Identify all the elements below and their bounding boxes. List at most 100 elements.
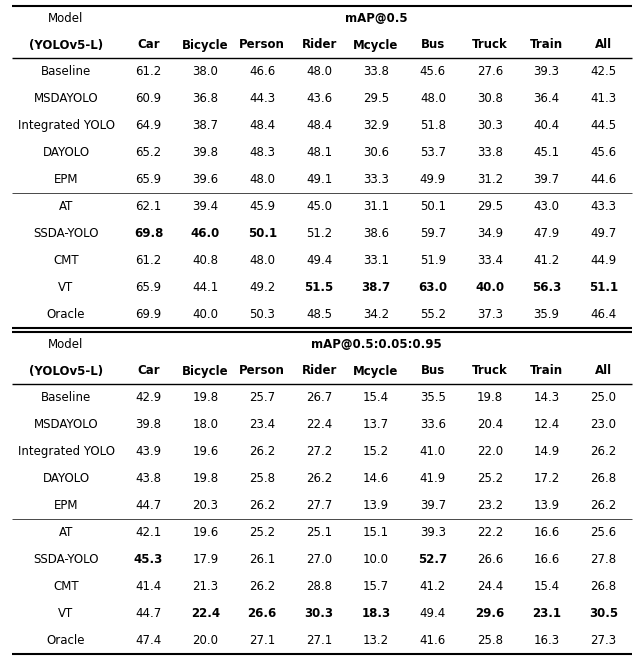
Text: 33.6: 33.6 bbox=[420, 418, 446, 431]
Text: 26.8: 26.8 bbox=[591, 580, 616, 593]
Text: 39.8: 39.8 bbox=[193, 146, 218, 159]
Text: 15.2: 15.2 bbox=[363, 445, 389, 458]
Text: Car: Car bbox=[137, 39, 160, 52]
Text: 37.3: 37.3 bbox=[477, 308, 503, 321]
Text: Truck: Truck bbox=[472, 39, 508, 52]
Text: 48.1: 48.1 bbox=[306, 146, 332, 159]
Text: 50.1: 50.1 bbox=[248, 227, 276, 240]
Text: Rider: Rider bbox=[301, 365, 337, 378]
Text: 30.3: 30.3 bbox=[477, 119, 502, 132]
Text: All: All bbox=[595, 365, 612, 378]
Text: 64.9: 64.9 bbox=[135, 119, 161, 132]
Text: 48.4: 48.4 bbox=[249, 119, 275, 132]
Text: 15.4: 15.4 bbox=[363, 391, 389, 404]
Text: 23.0: 23.0 bbox=[591, 418, 616, 431]
Text: mAP@0.5:0.05:0.95: mAP@0.5:0.05:0.95 bbox=[310, 339, 442, 351]
Text: 39.3: 39.3 bbox=[534, 65, 559, 78]
Text: Oracle: Oracle bbox=[47, 634, 85, 647]
Text: 16.6: 16.6 bbox=[534, 553, 560, 566]
Text: 33.4: 33.4 bbox=[477, 254, 503, 267]
Text: 38.7: 38.7 bbox=[193, 119, 218, 132]
Text: 25.1: 25.1 bbox=[306, 526, 332, 539]
Text: 33.1: 33.1 bbox=[363, 254, 389, 267]
Text: 41.4: 41.4 bbox=[135, 580, 161, 593]
Text: 17.9: 17.9 bbox=[192, 553, 218, 566]
Text: 36.8: 36.8 bbox=[193, 92, 218, 105]
Text: 16.6: 16.6 bbox=[534, 526, 560, 539]
Text: 23.2: 23.2 bbox=[477, 499, 503, 512]
Text: Oracle: Oracle bbox=[47, 308, 85, 321]
Text: 25.0: 25.0 bbox=[591, 391, 616, 404]
Text: 65.9: 65.9 bbox=[136, 173, 161, 186]
Text: Truck: Truck bbox=[472, 365, 508, 378]
Text: 43.0: 43.0 bbox=[534, 200, 559, 213]
Text: 18.3: 18.3 bbox=[362, 607, 390, 620]
Text: EPM: EPM bbox=[54, 173, 78, 186]
Text: 13.2: 13.2 bbox=[363, 634, 389, 647]
Text: 47.4: 47.4 bbox=[135, 634, 161, 647]
Text: 39.8: 39.8 bbox=[136, 418, 161, 431]
Text: 62.1: 62.1 bbox=[135, 200, 161, 213]
Text: DAYOLO: DAYOLO bbox=[42, 146, 90, 159]
Text: MSDAYOLO: MSDAYOLO bbox=[34, 418, 99, 431]
Text: 29.5: 29.5 bbox=[477, 200, 503, 213]
Text: 30.6: 30.6 bbox=[363, 146, 389, 159]
Text: 29.5: 29.5 bbox=[363, 92, 389, 105]
Text: 61.2: 61.2 bbox=[135, 65, 161, 78]
Text: 43.9: 43.9 bbox=[136, 445, 161, 458]
Text: 40.0: 40.0 bbox=[193, 308, 218, 321]
Text: 35.9: 35.9 bbox=[534, 308, 559, 321]
Text: 49.7: 49.7 bbox=[591, 227, 617, 240]
Text: 27.2: 27.2 bbox=[306, 445, 332, 458]
Text: 24.4: 24.4 bbox=[477, 580, 503, 593]
Text: 30.8: 30.8 bbox=[477, 92, 502, 105]
Text: VT: VT bbox=[58, 281, 74, 294]
Text: Integrated YOLO: Integrated YOLO bbox=[17, 119, 115, 132]
Text: 26.2: 26.2 bbox=[306, 472, 332, 485]
Text: 13.9: 13.9 bbox=[363, 499, 389, 512]
Text: 51.5: 51.5 bbox=[305, 281, 333, 294]
Text: MSDAYOLO: MSDAYOLO bbox=[34, 92, 99, 105]
Text: 14.3: 14.3 bbox=[534, 391, 560, 404]
Text: 25.2: 25.2 bbox=[249, 526, 275, 539]
Text: Mcycle: Mcycle bbox=[353, 39, 399, 52]
Text: EPM: EPM bbox=[54, 499, 78, 512]
Text: 49.2: 49.2 bbox=[249, 281, 275, 294]
Text: 26.1: 26.1 bbox=[249, 553, 275, 566]
Text: SSDA-YOLO: SSDA-YOLO bbox=[33, 227, 99, 240]
Text: 55.2: 55.2 bbox=[420, 308, 446, 321]
Text: 69.8: 69.8 bbox=[134, 227, 163, 240]
Text: 13.9: 13.9 bbox=[534, 499, 560, 512]
Text: 27.3: 27.3 bbox=[591, 634, 616, 647]
Text: 16.3: 16.3 bbox=[534, 634, 560, 647]
Text: 25.7: 25.7 bbox=[249, 391, 275, 404]
Text: 41.9: 41.9 bbox=[420, 472, 446, 485]
Text: 41.2: 41.2 bbox=[534, 254, 560, 267]
Text: 60.9: 60.9 bbox=[136, 92, 161, 105]
Text: 20.3: 20.3 bbox=[193, 499, 218, 512]
Text: 40.8: 40.8 bbox=[193, 254, 218, 267]
Text: 28.8: 28.8 bbox=[306, 580, 332, 593]
Text: Bicycle: Bicycle bbox=[182, 365, 228, 378]
Text: 31.2: 31.2 bbox=[477, 173, 503, 186]
Text: 15.4: 15.4 bbox=[534, 580, 560, 593]
Text: 44.7: 44.7 bbox=[135, 607, 161, 620]
Text: 21.3: 21.3 bbox=[192, 580, 218, 593]
Text: 19.8: 19.8 bbox=[477, 391, 503, 404]
Text: 34.2: 34.2 bbox=[363, 308, 389, 321]
Text: 65.9: 65.9 bbox=[136, 281, 161, 294]
Text: 43.6: 43.6 bbox=[306, 92, 332, 105]
Text: 40.0: 40.0 bbox=[476, 281, 504, 294]
Text: 35.5: 35.5 bbox=[420, 391, 446, 404]
Text: Person: Person bbox=[239, 365, 285, 378]
Text: 22.4: 22.4 bbox=[191, 607, 220, 620]
Text: 56.3: 56.3 bbox=[532, 281, 561, 294]
Text: 15.1: 15.1 bbox=[363, 526, 389, 539]
Text: 25.6: 25.6 bbox=[591, 526, 616, 539]
Text: 46.4: 46.4 bbox=[591, 308, 617, 321]
Text: 45.6: 45.6 bbox=[420, 65, 446, 78]
Text: 14.9: 14.9 bbox=[534, 445, 560, 458]
Text: 49.4: 49.4 bbox=[420, 607, 446, 620]
Text: 39.6: 39.6 bbox=[192, 173, 218, 186]
Text: 19.6: 19.6 bbox=[192, 526, 218, 539]
